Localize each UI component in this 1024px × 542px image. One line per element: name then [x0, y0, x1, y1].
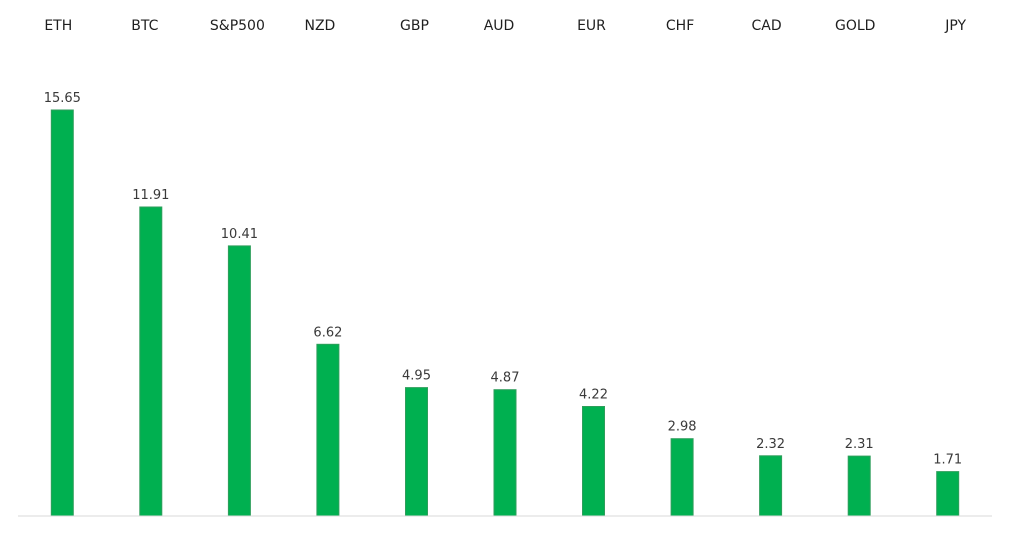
bar-chf [670, 438, 694, 517]
category-label: GOLD [835, 18, 875, 34]
category-label: BTC [131, 18, 158, 34]
category-label: GBP [400, 18, 429, 34]
category-label: ETH [44, 18, 72, 34]
category-label: AUD [484, 18, 515, 34]
category-label: CHF [666, 18, 694, 34]
value-label: 4.22 [579, 388, 608, 403]
category-label: S&P500 [210, 18, 265, 34]
value-labels: 15.65 11.91 10.41 6.62 4.95 4.87 4.22 2.98 2.32 2… [44, 91, 962, 468]
bar-eur [582, 406, 605, 517]
bar-sp500 [227, 245, 251, 517]
category-label: CAD [752, 18, 782, 34]
value-label: 11.91 [132, 188, 169, 203]
value-label: 4.95 [402, 369, 431, 384]
bar-gold [847, 455, 871, 517]
category-labels: ETH BTC S&P500 NZD GBP AUD EUR CHF CAD GOLD JPY [44, 18, 966, 34]
bar-cad [759, 455, 783, 517]
value-label: 2.32 [756, 437, 785, 452]
bar-nzd [316, 343, 340, 517]
bar-aud [493, 389, 517, 517]
value-label: 1.71 [933, 453, 962, 468]
value-label: 4.87 [491, 371, 520, 386]
bar-jpy [936, 471, 960, 517]
value-label: 15.65 [44, 91, 81, 106]
value-label: 10.41 [221, 227, 258, 242]
category-label: NZD [304, 18, 335, 34]
category-label: EUR [577, 18, 606, 34]
value-label: 6.62 [313, 325, 342, 340]
bar-gbp [405, 387, 428, 517]
value-label: 2.98 [668, 420, 697, 435]
category-label: JPY [944, 18, 966, 34]
value-label: 2.31 [845, 437, 874, 452]
bar-btc [139, 206, 163, 517]
bars [50, 109, 960, 517]
bar-eth [50, 109, 74, 517]
